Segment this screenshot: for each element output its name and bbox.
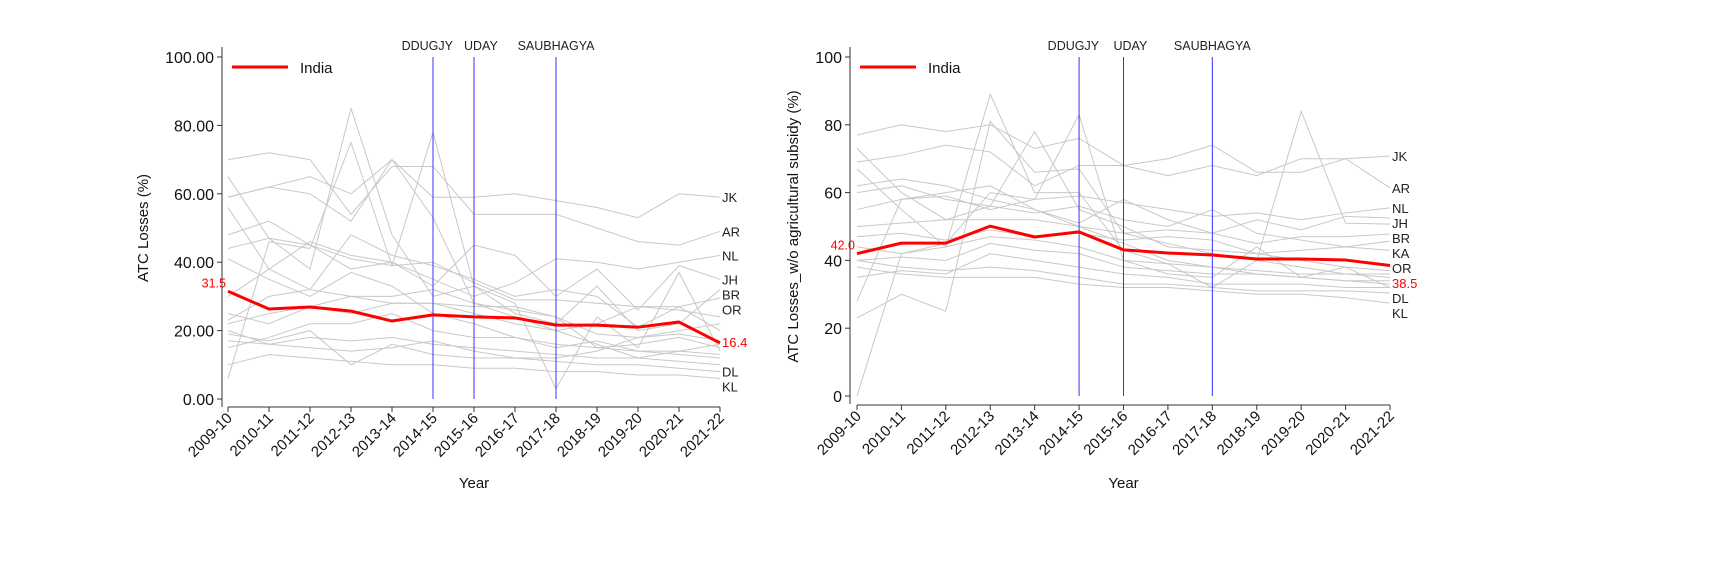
india-end-label: 16.4 [722, 335, 747, 350]
series-end-label: KA [1392, 246, 1410, 261]
x-tick-label: 2020-21 [1302, 408, 1353, 459]
event-label: DDUGJY [402, 39, 454, 53]
x-tick-label: 2012-13 [947, 408, 998, 459]
india-start-label: 42.0 [831, 239, 855, 253]
y-axis-title: ATC Losses (%) [135, 174, 152, 282]
x-tick-label: 2011-12 [904, 408, 954, 458]
x-tick-label: 2015-16 [1080, 408, 1131, 459]
y-tick-label: 60 [824, 186, 842, 203]
chart-panel-2: DDUGJY UDAY SAUBHAGYA 42.0 JK AR NLJHBRKAOR38.… [785, 39, 1417, 492]
series-end-label: KL [722, 380, 738, 395]
series-end-label: JK [722, 190, 738, 205]
x-tick-label: 2018-19 [554, 410, 605, 461]
x-tick-label: 2010-11 [859, 408, 909, 458]
series-end-label: BR [722, 287, 740, 302]
x-tick-label: 2019-20 [595, 410, 646, 461]
series-end-label: JH [1392, 216, 1408, 231]
event-label: UDAY [464, 39, 498, 53]
event-label: SAUBHAGYA [518, 39, 596, 53]
series-end-label: OR [722, 302, 742, 317]
x-tick-label: 2012-13 [308, 410, 359, 461]
y-tick-label: 80 [824, 118, 842, 135]
event-label: SAUBHAGYA [1174, 39, 1252, 53]
x-tick-label: 2016-17 [472, 410, 523, 461]
x-tick-label: 2014-15 [390, 410, 441, 461]
series-end-label: BR [1392, 231, 1410, 246]
x-tick-label: 2020-21 [636, 410, 687, 461]
x-tick-label: 2021-22 [677, 410, 728, 461]
series-end-label: NL [1392, 201, 1409, 216]
legend-label: India [928, 60, 961, 77]
x-tick-label: 2013-14 [992, 408, 1043, 459]
series-end-label: NL [722, 248, 739, 263]
x-tick-label: 2009-10 [185, 410, 236, 461]
x-tick-label: 2019-20 [1258, 408, 1309, 459]
series-end-label: AR [722, 224, 740, 239]
y-axis-title: ATC Losses_w/o agricultural subsidy (%) [785, 90, 802, 362]
india-line [227, 289, 721, 345]
series-end-label: DL [1392, 291, 1409, 306]
y-tick-label: 0.00 [183, 392, 214, 409]
x-tick-label: 2016-17 [1125, 408, 1176, 459]
x-tick-label: 2017-18 [1169, 408, 1220, 459]
india-line [856, 224, 1391, 267]
y-tick-label: 100 [815, 50, 842, 67]
x-tick-label: 2014-15 [1036, 408, 1087, 459]
x-tick-label: 2017-18 [513, 410, 564, 461]
x-tick-label: 2013-14 [349, 410, 400, 461]
x-tick-label: 2010-11 [227, 410, 277, 460]
y-tick-label: 0 [833, 389, 842, 406]
y-tick-label: 40.00 [174, 255, 214, 272]
india-start-label: 31.5 [202, 276, 226, 290]
series-end-label: OR [1392, 261, 1412, 276]
india-end-label: 38.5 [1392, 276, 1417, 291]
y-tick-label: 20.00 [174, 324, 214, 341]
x-axis-title: Year [1108, 475, 1138, 492]
series-end-label: AR [1392, 181, 1410, 196]
x-tick-label: 2009-10 [814, 408, 865, 459]
x-tick-label: 2015-16 [431, 410, 482, 461]
y-tick-label: 20 [824, 321, 842, 338]
x-axis-title: Year [459, 475, 489, 492]
event-label: UDAY [1114, 39, 1148, 53]
series-end-label: JK [1392, 149, 1408, 164]
series-end-label: JH [722, 272, 738, 287]
event-label: DDUGJY [1048, 39, 1100, 53]
legend-label: India [300, 60, 333, 77]
y-tick-label: 100.00 [165, 50, 214, 67]
y-tick-label: 80.00 [174, 118, 214, 135]
series-end-label: KL [1392, 306, 1408, 321]
y-tick-label: 40 [824, 253, 842, 270]
x-tick-label: 2018-19 [1214, 408, 1265, 459]
series-end-label: DL [722, 365, 739, 380]
y-tick-label: 60.00 [174, 187, 214, 204]
x-tick-label: 2021-22 [1347, 408, 1398, 459]
